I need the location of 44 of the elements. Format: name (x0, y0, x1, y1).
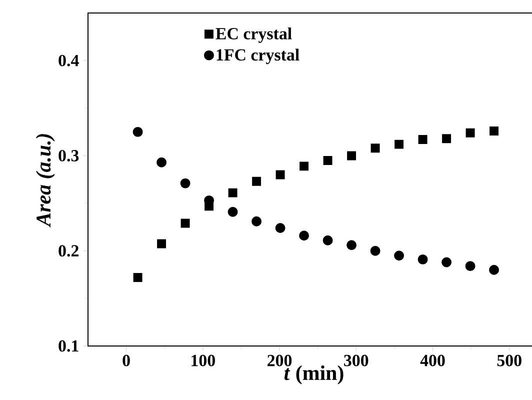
x-tick-label: 100 (192, 354, 215, 366)
point (252, 216, 262, 226)
point (157, 239, 166, 248)
point (299, 230, 310, 241)
point (490, 126, 499, 136)
point (323, 156, 332, 165)
x-tick-label: 400 (420, 354, 445, 366)
point (466, 128, 475, 138)
y-tick-label: 0.1 (58, 340, 78, 352)
point (228, 188, 238, 198)
y-tick-label: 0.4 (58, 54, 79, 66)
point (418, 254, 428, 264)
point (228, 206, 238, 217)
x-tick-label: 500 (497, 354, 522, 366)
x-tick-label: 200 (268, 354, 292, 366)
legend-label: 1FC crystal (216, 48, 300, 64)
point (300, 162, 309, 171)
point (180, 178, 190, 188)
point (156, 157, 167, 168)
y-tick-label: 0.3 (58, 150, 79, 162)
point (465, 261, 476, 272)
x-axis-title: t (min) (284, 365, 344, 384)
point (394, 250, 404, 261)
point (442, 134, 452, 144)
point (347, 151, 356, 160)
legend-label: EC crystal (216, 27, 292, 43)
y-axis-title: Area (a.u.) (36, 134, 55, 228)
point (275, 223, 286, 234)
point (489, 264, 500, 275)
point (370, 246, 380, 256)
point (133, 273, 142, 282)
point (180, 218, 190, 228)
point (418, 135, 428, 144)
point (346, 240, 357, 250)
x-tick-label: 0 (122, 354, 130, 366)
point (322, 235, 333, 246)
point (442, 257, 452, 268)
y-tick-label: 0.2 (58, 245, 78, 257)
point (276, 170, 285, 180)
x-tick-label: 300 (344, 354, 368, 366)
point (252, 176, 262, 186)
point (394, 140, 404, 149)
point (370, 144, 380, 153)
point (132, 126, 143, 137)
